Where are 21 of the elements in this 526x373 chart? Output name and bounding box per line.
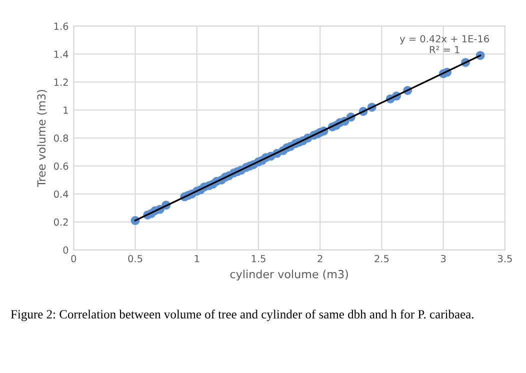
x-tick-label: 1.5 xyxy=(252,255,266,262)
y-tick-label: 1 xyxy=(64,106,68,114)
y-tick-label: 1.6 xyxy=(54,22,68,30)
x-tick-label: 3.5 xyxy=(498,254,512,262)
y-axis-title: Tree volume (m3) xyxy=(37,90,47,188)
annotation: y = 0.42x + 1E-16 R² = 1 xyxy=(400,35,489,54)
x-tick-label: 0 xyxy=(71,254,76,262)
x-tick-label: 2.5 xyxy=(374,254,389,262)
y-tick-label: 0.6 xyxy=(54,162,68,170)
x-tick-label: 3 xyxy=(440,254,446,262)
y-tick-label: 0 xyxy=(63,246,68,254)
x-tick-label: 2 xyxy=(318,254,322,262)
x-tick-label: 1 xyxy=(194,255,200,262)
y-tick-label: 0.8 xyxy=(54,134,68,142)
caption: Figure 2: Correlation between volume of tree and cylinder of same dbh and h for P. caribaea. xyxy=(10,310,474,322)
y-tick-label: 0.2 xyxy=(54,218,68,226)
y-tick-label: 0.4 xyxy=(54,190,68,198)
y-tick-label: 1.4 xyxy=(54,50,68,58)
x-axis-title: cylinder volume (m3) xyxy=(230,270,348,280)
y-tick-label: 1.2 xyxy=(54,78,68,86)
x-tick-label: 0.5 xyxy=(128,254,142,262)
